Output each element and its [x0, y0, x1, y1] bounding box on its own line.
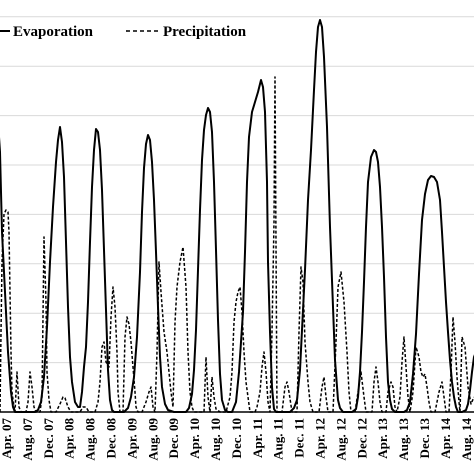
x-tick-label: Aug. 09 — [145, 418, 160, 461]
x-tick-label: Dec. 08 — [104, 418, 119, 459]
x-tick-label: Aug. 11 — [271, 418, 286, 460]
x-tick-label: Dec. 11 — [292, 418, 307, 458]
x-tick-label: Dec. 10 — [229, 418, 244, 458]
x-tick-label: Apr. 12 — [313, 418, 328, 459]
x-tick-label: Aug. 13 — [396, 418, 411, 461]
x-tick-label: Apr. 11 — [250, 418, 265, 458]
x-tick-label: Aug. 08 — [83, 418, 98, 461]
series-evaporation-line — [0, 19, 474, 413]
x-tick-label: Apr. 09 — [124, 418, 139, 459]
series-layer — [0, 19, 474, 413]
legend-evaporation-label: Evaporation — [13, 24, 94, 40]
x-tick-label: Dec. 09 — [166, 418, 181, 459]
x-tick-label: Aug. 12 — [333, 418, 348, 461]
x-tick-label: Aug. 07 — [20, 418, 35, 461]
legend-precipitation-label: Precipitation — [163, 24, 247, 40]
x-tick-label: Dec. 13 — [417, 418, 432, 459]
x-tick-label: Apr. 14 — [438, 418, 453, 459]
x-tick-label: Aug. 10 — [208, 418, 223, 461]
x-tick-label: Apr. 07 — [0, 418, 14, 459]
x-tick-label: Aug. 14 — [459, 418, 474, 461]
x-tick-labels: Apr. 07 Aug. 07 Dec. 07 Apr. 08 Aug. 08 Dec. … — [0, 418, 474, 461]
x-tick-label: Apr. 08 — [62, 418, 77, 459]
x-tick-label: Apr. 10 — [187, 418, 202, 459]
x-tick-label: Dec. 12 — [354, 418, 369, 458]
series-precipitation-line — [0, 76, 474, 413]
legend: Evaporation Precipitation — [0, 24, 247, 40]
gridlines — [0, 16, 474, 364]
x-tick-label: Dec. 07 — [41, 418, 56, 459]
x-tick-label: Apr. 13 — [375, 418, 390, 459]
